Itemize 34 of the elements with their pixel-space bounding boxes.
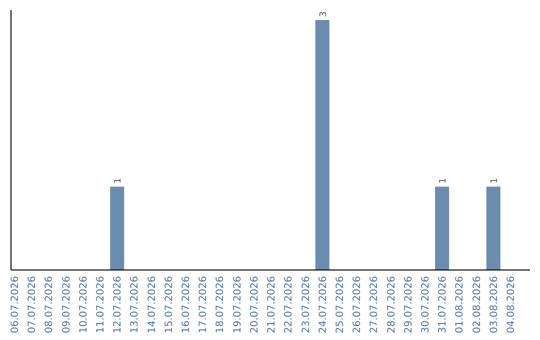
x-tick-label: 10.07.2026: [78, 276, 90, 334]
x-tick-label: 06.07.2026: [10, 276, 22, 334]
x-tick-label: 02.08.2026: [472, 276, 483, 334]
x-tick-label: 08.07.2026: [44, 276, 56, 334]
x-tick-label: 30.07.2026: [420, 276, 432, 334]
x-tick-label: 21.07.2026: [266, 276, 278, 334]
x-tick-label: 16.07.2026: [181, 276, 192, 334]
x-tick-label: 22.07.2026: [284, 276, 295, 334]
x-tick-label: 24.07.2026: [318, 276, 329, 334]
x-tick-label: 19.07.2026: [232, 276, 244, 334]
x-tick-label: 18.07.2026: [215, 276, 226, 334]
data-label: 3: [318, 11, 329, 17]
x-tick-label: 15.07.2026: [164, 276, 175, 334]
data-label: 1: [114, 178, 124, 184]
x-tick-label: 09.07.2026: [61, 276, 72, 334]
x-tick-label: 11.07.2026: [96, 276, 107, 334]
x-tick-label: 27.07.2026: [369, 276, 380, 334]
x-tick-label: 17.07.2026: [198, 276, 210, 334]
x-tick-label: 03.08.2026: [488, 276, 500, 334]
x-tick-label: 29.07.2026: [403, 276, 414, 334]
x-tick-label: 25.07.2026: [334, 276, 346, 334]
x-tick-label: 31.07.2026: [438, 276, 449, 334]
x-tick-label: 07.07.2026: [27, 276, 38, 334]
x-tick-label: 20.07.2026: [249, 276, 260, 334]
x-tick-label: 04.08.2026: [506, 276, 517, 334]
x-tick-label: 12.07.2026: [112, 276, 124, 334]
x-tick-label: 13.07.2026: [130, 276, 141, 334]
data-label: 1: [438, 178, 449, 184]
x-tick-label: 26.07.2026: [352, 276, 364, 334]
x-tick-label: 23.07.2026: [300, 276, 312, 334]
x-tick-label: 14.07.2026: [146, 276, 158, 334]
x-tick-label: 01.08.2026: [454, 276, 466, 334]
x-tick-label: 28.07.2026: [386, 276, 398, 334]
data-label: 1: [490, 178, 500, 184]
